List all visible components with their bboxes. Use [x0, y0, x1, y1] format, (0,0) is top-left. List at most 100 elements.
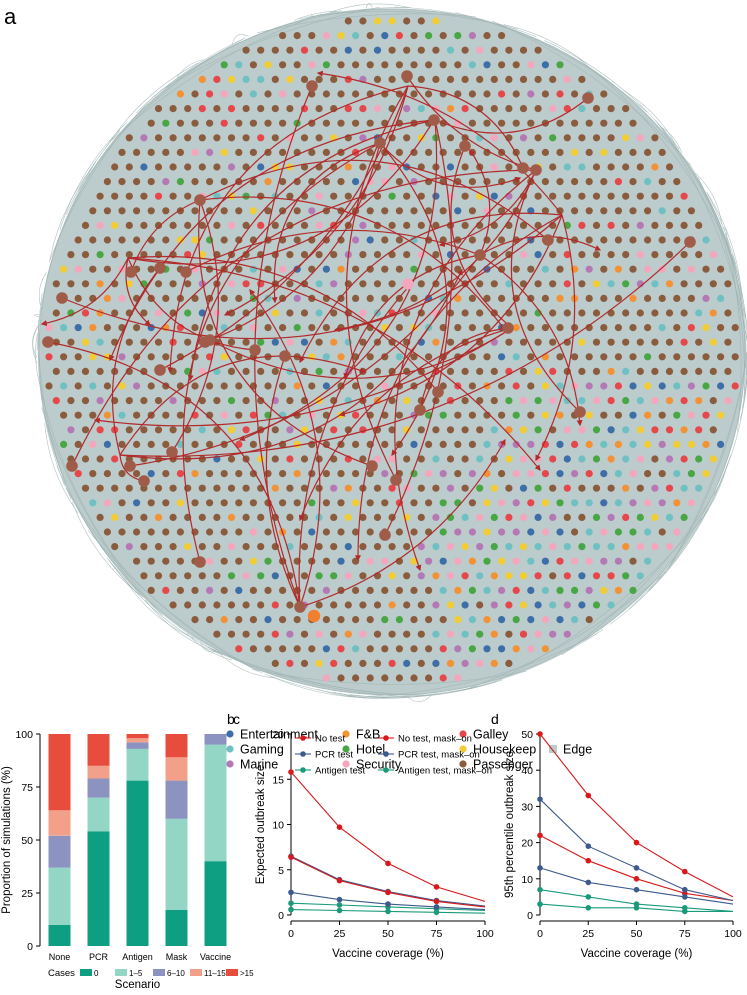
node-passenger — [571, 207, 579, 215]
node-passenger — [352, 440, 360, 448]
node-passenger — [366, 119, 374, 127]
data-point — [433, 898, 440, 905]
node-fb — [614, 586, 623, 595]
node-galley — [556, 557, 564, 565]
node-passenger — [154, 543, 163, 551]
node-security — [220, 411, 228, 419]
transmission-arrow — [199, 196, 506, 331]
node-passenger — [220, 207, 228, 215]
node-housekeep — [220, 148, 228, 156]
node-passenger — [235, 119, 243, 127]
node-passenger — [293, 236, 301, 244]
node-passenger — [242, 397, 250, 405]
node-security — [709, 251, 717, 259]
node-entertainment — [344, 543, 352, 551]
node-passenger — [60, 353, 68, 361]
node-passenger — [425, 207, 433, 215]
node-passenger — [454, 148, 462, 156]
node-passenger — [337, 119, 345, 127]
transmission-arrow — [46, 339, 301, 608]
node-passenger — [169, 105, 177, 113]
node-passenger — [111, 543, 119, 551]
node-passenger — [220, 294, 228, 302]
node-passenger — [235, 528, 243, 536]
node-hotel — [381, 616, 389, 624]
node-gaming — [607, 543, 615, 551]
node-passenger — [461, 251, 469, 259]
y-tick-label: 30 — [521, 801, 533, 813]
node-passenger — [439, 61, 447, 69]
node-gaming — [118, 411, 126, 419]
node-passenger — [614, 353, 623, 361]
bar-segment — [126, 734, 149, 739]
node-passenger — [242, 338, 250, 346]
node-passenger — [403, 221, 411, 229]
node-galley — [249, 411, 257, 419]
node-passenger — [52, 280, 60, 288]
node-gaming — [352, 31, 360, 40]
node-passenger — [388, 221, 396, 229]
node-passenger — [74, 440, 82, 448]
node-galley — [45, 353, 53, 361]
node-passenger — [505, 630, 513, 638]
node-passenger — [118, 440, 126, 448]
node-passenger — [381, 265, 389, 273]
network-edges — [32, 3, 747, 702]
node-fb — [490, 630, 498, 638]
node-galley — [257, 134, 265, 142]
node-gaming — [461, 513, 469, 522]
infected-node — [502, 322, 514, 334]
y-axis-label: Proportion of simulations (%) — [1, 766, 13, 914]
node-hotel — [644, 353, 652, 361]
node-passenger — [293, 499, 301, 507]
node-passenger — [198, 601, 206, 609]
node-passenger — [74, 382, 82, 390]
node-fb — [227, 513, 236, 522]
node-passenger — [264, 119, 272, 127]
node-marine — [359, 134, 367, 142]
node-galley — [330, 426, 338, 434]
node-marine — [651, 484, 659, 492]
node-passenger — [162, 440, 170, 448]
node-fb — [220, 616, 228, 624]
node-security — [388, 163, 396, 171]
legend-label: PCR test, mask–on — [398, 750, 480, 761]
node-passenger — [468, 178, 476, 186]
node-passenger — [81, 251, 90, 259]
node-passenger — [541, 324, 550, 332]
x-tick-label: 75 — [679, 928, 691, 940]
node-passenger — [352, 294, 360, 302]
legend-swatch — [226, 745, 234, 753]
node-passenger — [111, 484, 119, 492]
node-security — [527, 61, 535, 69]
node-housekeep — [498, 557, 506, 565]
node-entertainment — [140, 163, 148, 171]
node-passenger — [206, 411, 214, 419]
node-hotel — [622, 280, 630, 288]
node-passenger — [147, 178, 155, 186]
node-passenger — [519, 367, 528, 375]
node-gaming — [249, 90, 257, 98]
node-galley — [213, 75, 221, 83]
node-galley — [184, 251, 192, 259]
node-passenger — [264, 528, 272, 536]
node-passenger — [242, 601, 250, 609]
node-passenger — [556, 353, 564, 361]
node-passenger — [410, 207, 418, 215]
node-passenger — [644, 294, 652, 302]
node-gaming — [410, 236, 418, 244]
node-security — [490, 134, 498, 142]
node-passenger — [607, 105, 615, 113]
node-galley — [519, 630, 528, 638]
edge-line — [38, 319, 72, 500]
node-passenger — [352, 265, 360, 273]
x-tick-label: 25 — [334, 928, 346, 940]
edge-line — [145, 599, 221, 655]
node-passenger — [227, 367, 236, 375]
node-passenger — [125, 397, 133, 405]
node-housekeep — [483, 528, 491, 536]
infected-nodes — [42, 70, 696, 623]
node-passenger — [162, 411, 170, 419]
node-gaming — [563, 163, 571, 171]
